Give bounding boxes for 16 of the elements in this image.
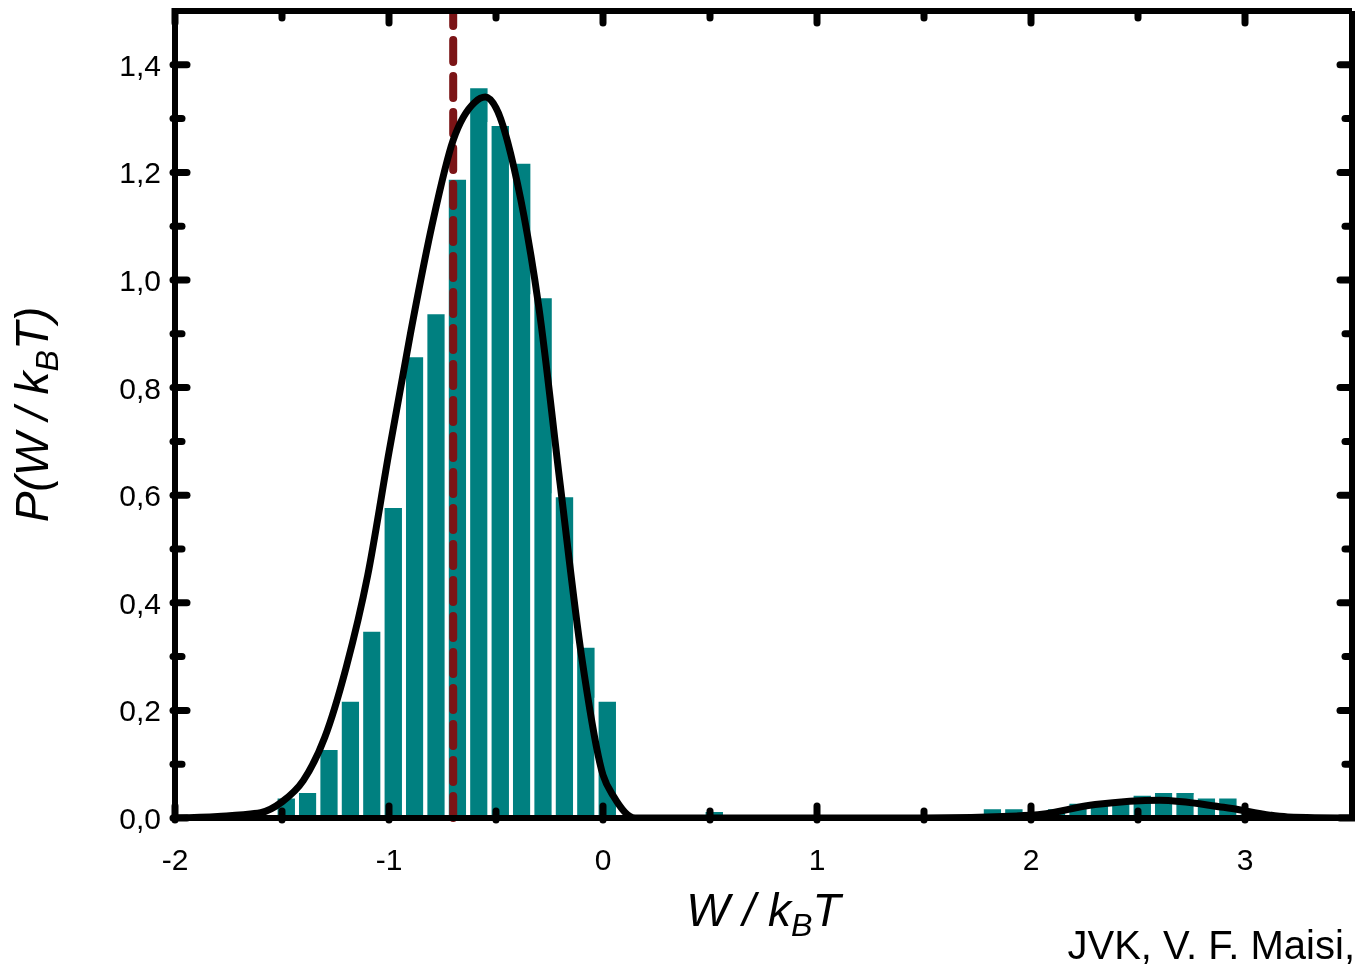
y-tick-label: 0,6 [119, 479, 161, 513]
y-tick-label: 1,0 [119, 264, 161, 297]
x-tick-label: 3 [1236, 843, 1254, 876]
y-tick-label: 1,2 [119, 156, 161, 190]
x-tick-label: 1 [808, 843, 826, 876]
x-tick-label: 0 [594, 843, 612, 876]
y-tick-label: 0,2 [119, 694, 161, 728]
x-axis-title: W / k$_{B}$T [686, 884, 844, 943]
y-tick-label: 0,0 [119, 802, 161, 835]
x-tick-label: 2 [1022, 843, 1040, 876]
y-tick-label: 1,4 [119, 48, 161, 82]
y-tick-label: 0,4 [119, 586, 161, 620]
y-tick-label: 0,8 [119, 371, 161, 405]
text: JVK, V. F. Maisi, [1067, 923, 1355, 968]
x-tick-label: -2 [161, 843, 189, 876]
x-tick-label: -1 [375, 843, 403, 876]
